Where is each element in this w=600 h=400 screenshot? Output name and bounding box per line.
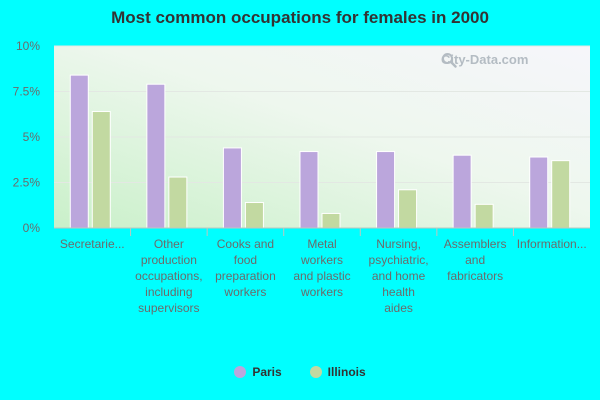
- bar-paris-1[interactable]: Paris: 7.9%: [146, 83, 166, 229]
- bar-illinois-4[interactable]: Illinois: 2.1%: [398, 189, 418, 229]
- x-tick-label: Information...: [517, 237, 587, 251]
- watermark: City-Data.com: [441, 52, 529, 68]
- legend-label-illinois: Illinois: [327, 365, 366, 379]
- bar-illinois-3[interactable]: Illinois: 0.8%: [321, 212, 341, 229]
- x-tick-label: Nursing, psychiatric, and home health aides: [369, 237, 429, 315]
- x-tick-label: Other production occupations, including supe…: [135, 237, 202, 315]
- x-tick-label: Metal workers and plastic workers: [293, 237, 350, 299]
- x-tick-label: Assemblers and fabricators: [444, 237, 507, 283]
- bar-illinois-0[interactable]: Illinois: 6.4%: [91, 111, 111, 229]
- y-tick-label: 10%: [16, 39, 40, 53]
- x-tick-label: Cooks and food preparation workers: [215, 237, 276, 299]
- y-tick-label: 7.5%: [13, 85, 41, 99]
- legend-label-paris: Paris: [252, 365, 282, 379]
- y-tick-label: 0%: [23, 221, 41, 235]
- bar-paris-6[interactable]: Paris: 3.9%: [529, 156, 549, 229]
- legend-item-illinois[interactable]: Illinois: [309, 365, 366, 379]
- x-tick-label: Secretarie...: [60, 237, 125, 251]
- bar-paris-3[interactable]: Paris: 4.2%: [299, 151, 319, 229]
- bar-paris-2[interactable]: Paris: 4.4%: [222, 147, 242, 229]
- bar-illinois-1[interactable]: Illinois: 2.8%: [168, 176, 188, 229]
- legend-item-paris[interactable]: Paris: [234, 365, 282, 379]
- watermark-text: City-Data.com: [441, 52, 529, 67]
- legend-swatch-illinois: [309, 366, 322, 378]
- bar-illinois-2[interactable]: Illinois: 1.4%: [244, 202, 264, 229]
- y-tick-label: 2.5%: [13, 176, 41, 190]
- bar-illinois-5[interactable]: Illinois: 1.3%: [474, 203, 494, 229]
- bar-paris-5[interactable]: Paris: 4%: [452, 154, 472, 229]
- magnifier-icon: [442, 53, 457, 68]
- legend: Paris Illinois: [0, 365, 600, 379]
- bar-paris-4[interactable]: Paris: 4.2%: [376, 151, 396, 229]
- bar-paris-0[interactable]: Paris: 8.4%: [69, 74, 89, 229]
- legend-swatch-paris: [234, 366, 247, 378]
- y-tick-label: 5%: [23, 130, 41, 144]
- chart-title: Most common occupations for females in 2…: [111, 8, 489, 27]
- bar-illinois-6[interactable]: Illinois: 3.7%: [551, 160, 571, 229]
